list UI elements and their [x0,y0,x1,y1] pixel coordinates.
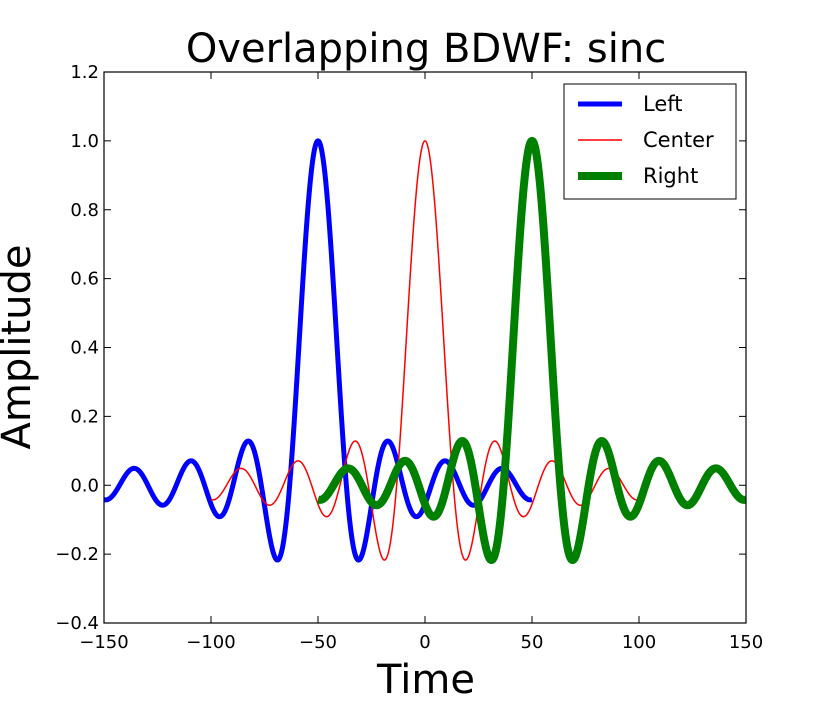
y-tick-label: 1.0 [70,131,99,152]
x-tick-label: −100 [186,632,235,653]
x-tick-label: −50 [299,632,337,653]
series-line-center [210,140,640,561]
y-tick-label: 0.4 [70,338,99,359]
x-tick-label: −150 [79,632,128,653]
y-tick-label: 0.0 [70,475,99,496]
x-tick-label: 50 [521,632,544,653]
series-layer [104,136,746,565]
x-tick-label: 100 [622,632,656,653]
y-tick-label: −0.4 [55,613,99,634]
x-tick-label: 0 [419,632,430,653]
legend-label-right: Right [643,164,698,188]
legend-label-center: Center [643,128,714,152]
y-tick-label: −0.2 [55,544,99,565]
legend: Left Center Right [563,83,737,200]
x-axis-label: Time [376,657,475,703]
y-tick-label: 0.2 [70,406,99,427]
y-axis-label: Amplitude [0,245,40,450]
series-line-left [104,138,534,563]
chart-title: Overlapping BDWF: sinc [186,26,666,72]
y-tick-label: 1.2 [70,62,99,83]
legend-label-left: Left [643,92,683,116]
y-tick-label: 0.8 [70,200,99,221]
y-tick-label: 0.6 [70,269,99,290]
ticks-layer: −150 −100 −50 0 50 100 150 −0.4 −0.2 0.0 0.2 0.4 0.6… [55,62,763,653]
x-tick-label: 150 [729,632,763,653]
series-line-right [314,136,746,565]
